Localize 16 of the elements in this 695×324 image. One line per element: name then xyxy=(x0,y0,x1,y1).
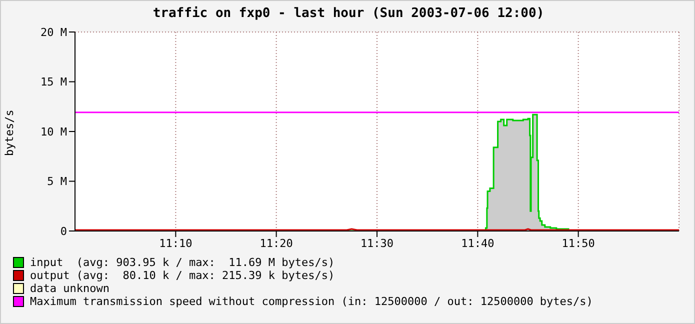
x-tick-label: 11:30 xyxy=(360,236,394,250)
legend-label: output (avg: 80.10 k / max: 215.39 k bytes/s) xyxy=(30,269,335,282)
x-tick-label: 11:10 xyxy=(159,236,192,250)
chart-title: traffic on fxp0 - last hour (Sun 2003-07-06 12:00) xyxy=(152,6,546,21)
y-tick-label: 5 M xyxy=(47,175,68,188)
y-tick-label: 0 xyxy=(60,224,67,238)
y-tick-label: 20 M xyxy=(40,26,68,39)
x-tick-label: 11:20 xyxy=(260,236,293,250)
y-tick-label: 15 M xyxy=(40,76,68,89)
x-tick-label: 11:50 xyxy=(562,236,595,250)
legend-label: data unknown xyxy=(30,282,110,295)
legend-label: input (avg: 903.95 k / max: 11.69 M bytes/s) xyxy=(30,256,335,269)
legend-label: Maximum transmission speed without compression (in: 12500000 / out: 12500000 bytes/s) xyxy=(30,295,593,308)
y-tick-label: 10 M xyxy=(40,125,68,138)
x-tick-label: 11:40 xyxy=(461,236,494,250)
y-axis-title: bytes/s xyxy=(3,110,16,156)
